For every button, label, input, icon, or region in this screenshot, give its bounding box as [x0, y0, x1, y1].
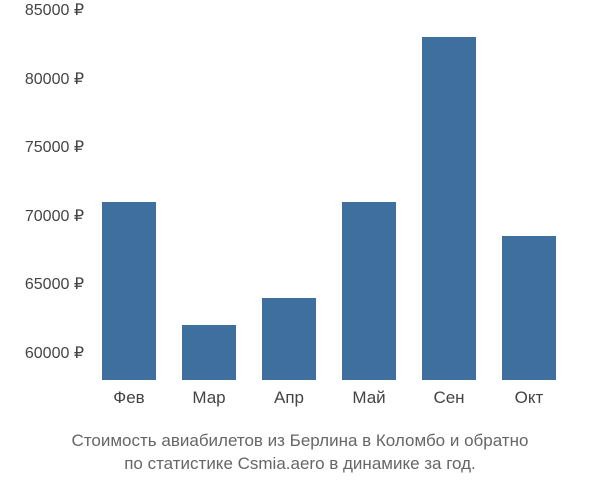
y-tick-label: 60000 ₽	[25, 343, 84, 363]
x-tick-label: Апр	[274, 388, 304, 408]
bar	[342, 202, 396, 380]
bar	[422, 37, 476, 380]
bar	[502, 236, 556, 380]
chart	[90, 10, 580, 410]
x-tick-label: Май	[352, 388, 385, 408]
chart-caption: Стоимость авиабилетов из Берлина в Колом…	[0, 430, 600, 476]
y-axis: 60000 ₽65000 ₽70000 ₽75000 ₽80000 ₽85000…	[0, 10, 88, 410]
bar	[102, 202, 156, 380]
x-tick-label: Сен	[433, 388, 464, 408]
x-tick-label: Окт	[515, 388, 544, 408]
y-tick-label: 70000 ₽	[25, 206, 84, 226]
x-tick-label: Мар	[192, 388, 225, 408]
bar	[182, 325, 236, 380]
y-tick-label: 65000 ₽	[25, 274, 84, 294]
bar	[262, 298, 316, 380]
plot-area	[90, 10, 580, 380]
bars-group	[90, 10, 580, 380]
x-tick-label: Фев	[113, 388, 144, 408]
y-tick-label: 75000 ₽	[25, 137, 84, 157]
x-axis: Фев Мар Апр Май Сен Окт	[90, 388, 580, 418]
y-tick-label: 85000 ₽	[25, 0, 84, 20]
y-tick-label: 80000 ₽	[25, 69, 84, 89]
caption-line-1: Стоимость авиабилетов из Берлина в Колом…	[72, 431, 529, 450]
caption-line-2: по статистике Csmia.aero в динамике за г…	[124, 454, 476, 473]
